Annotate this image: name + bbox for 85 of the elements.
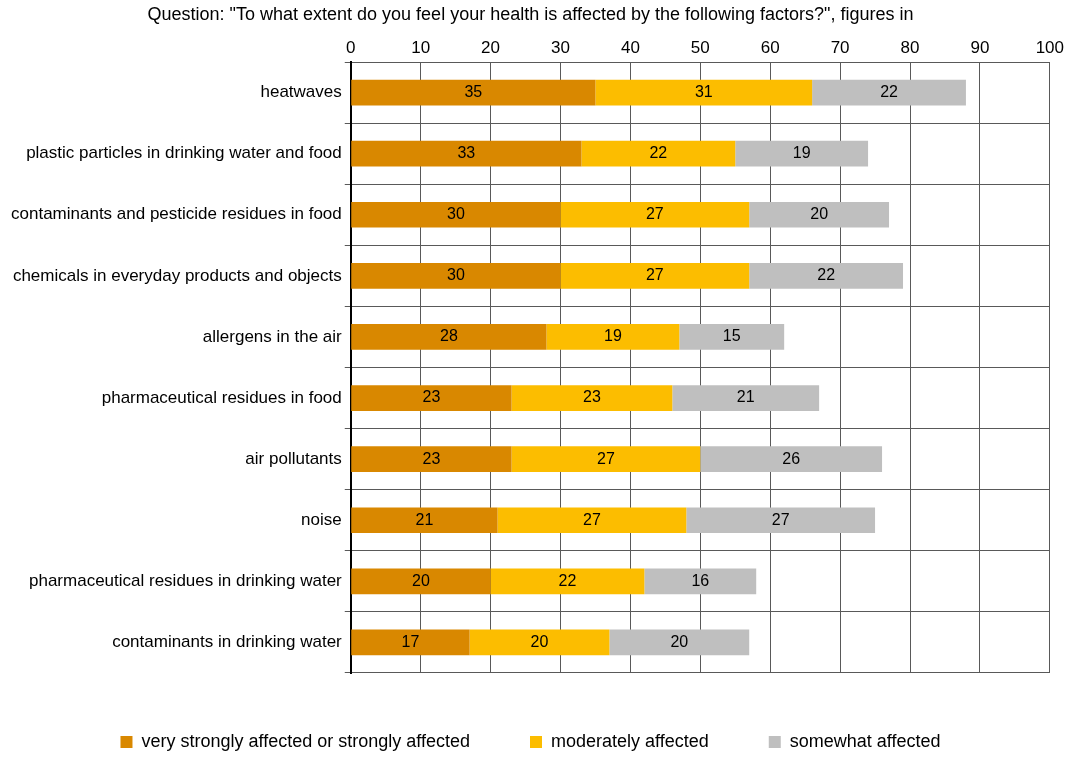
bar [497, 507, 687, 534]
bar [595, 79, 813, 106]
x-tick-label: 90 [970, 38, 990, 58]
bar [351, 568, 491, 595]
x-tick-label: 70 [830, 38, 850, 58]
bar [351, 201, 561, 228]
bar [490, 568, 645, 595]
bar [749, 263, 904, 289]
x-tick-label: 20 [481, 38, 501, 58]
data-label: 27 [583, 510, 601, 528]
bar [351, 385, 512, 411]
bar [511, 446, 701, 472]
bar [686, 507, 876, 534]
bar [351, 629, 470, 656]
data-label: 20 [810, 205, 829, 223]
bar [644, 568, 757, 595]
data-label: 28 [439, 327, 458, 345]
data-label: 19 [604, 327, 622, 345]
data-label: 30 [446, 205, 465, 223]
data-label: 21 [415, 510, 434, 528]
x-tick-label: 80 [900, 38, 920, 58]
y-tick-label: pharmaceutical residues in food [101, 387, 342, 407]
y-tick-label: plastic particles in drinking water and food [26, 143, 342, 163]
bar [546, 324, 680, 350]
y-tick-label: heatwaves [260, 82, 342, 102]
x-tick-label: 10 [411, 38, 431, 58]
data-label: 27 [645, 205, 664, 223]
data-label: 26 [782, 449, 801, 467]
y-tick-label: air pollutants [245, 448, 342, 468]
x-tick-label: 40 [620, 38, 640, 58]
data-label: 20 [670, 632, 689, 650]
data-label: 19 [792, 144, 811, 162]
x-tick-label: 30 [551, 38, 570, 58]
legend-label: very strongly affected or strongly affected [141, 730, 470, 751]
y-tick-label: allergens in the air [202, 326, 343, 346]
data-label: 21 [736, 388, 755, 406]
bar [581, 140, 736, 167]
bar [560, 201, 750, 228]
y-tick-label: contaminants and pesticide residues in food [11, 204, 342, 224]
data-label: 22 [817, 266, 836, 284]
chart-title: Question: "To what extent do you feel your health is affected by the following factors?", figures in [147, 3, 914, 24]
y-tick-label: contaminants in drinking water [112, 632, 343, 652]
data-label: 17 [401, 632, 420, 650]
x-tick-label: 0 [346, 38, 356, 58]
bar [351, 446, 512, 472]
data-label: 22 [649, 144, 668, 162]
data-label: 31 [694, 82, 713, 100]
legend-label: moderately affected [550, 730, 709, 751]
bar [700, 446, 883, 472]
y-tick-label: chemicals in everyday products and objects [12, 265, 342, 285]
bar [351, 507, 498, 534]
data-label: 23 [422, 388, 441, 406]
data-label: 33 [457, 144, 476, 162]
bar [812, 79, 966, 106]
y-tick-label: pharmaceutical residues in drinking water [29, 571, 343, 591]
data-label: 27 [597, 449, 615, 467]
bar [735, 140, 869, 167]
bar [672, 385, 820, 411]
data-label: 22 [558, 571, 577, 589]
data-label: 27 [645, 266, 664, 284]
data-label: 22 [880, 82, 899, 100]
bar [351, 324, 547, 350]
data-label: 35 [464, 82, 483, 100]
x-tick-label: 100 [1035, 38, 1065, 58]
data-label: 20 [530, 632, 549, 650]
bar [560, 263, 750, 289]
x-tick-label: 60 [760, 38, 780, 58]
bar [351, 79, 596, 106]
bar [749, 201, 890, 228]
data-label: 20 [412, 571, 430, 589]
data-label: 27 [771, 510, 790, 528]
data-label: 15 [722, 327, 741, 345]
bar [351, 140, 582, 167]
data-label: 23 [422, 449, 441, 467]
data-label: 16 [691, 571, 710, 589]
bar [469, 629, 610, 656]
y-tick-label: noise [301, 509, 342, 529]
legend-label: somewhat affected [789, 730, 941, 751]
data-label: 23 [583, 388, 601, 406]
bar [511, 385, 673, 411]
bar [351, 263, 561, 289]
bar [609, 629, 750, 656]
bar [679, 324, 785, 350]
data-label: 30 [446, 266, 465, 284]
x-tick-label: 50 [690, 38, 710, 58]
